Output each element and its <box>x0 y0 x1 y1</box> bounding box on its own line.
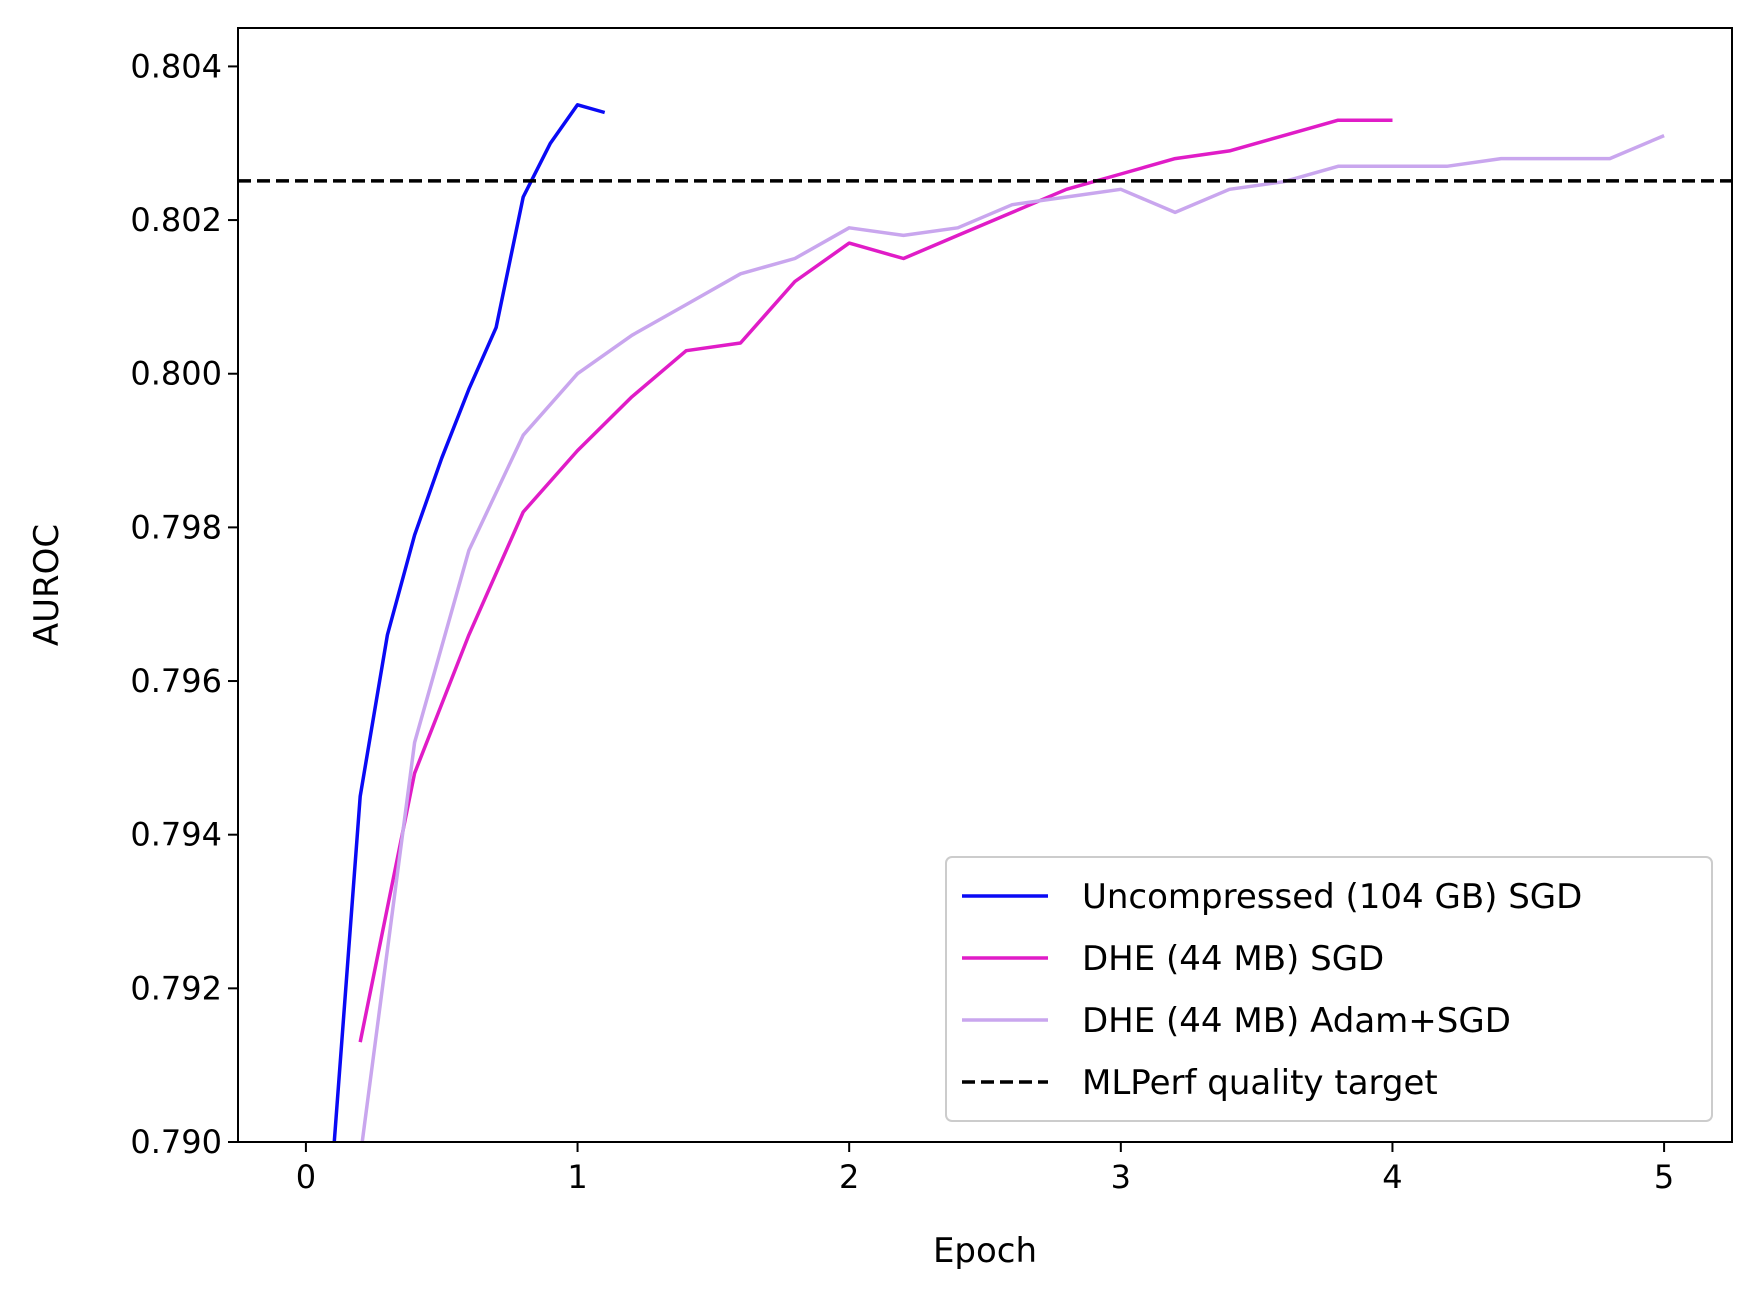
x-axis: 0 1 2 3 4 5 <box>296 1142 1674 1196</box>
x-tick-label: 2 <box>839 1158 859 1196</box>
x-tick-label: 0 <box>296 1158 316 1196</box>
y-tick-label: 0.804 <box>130 47 222 85</box>
series-line-dhe-44-mb-adam-sgd <box>360 133 1665 1142</box>
x-tick-label: 3 <box>1111 1158 1131 1196</box>
y-axis-label: AUROC <box>27 524 67 646</box>
x-axis-label: Epoch <box>933 1231 1037 1271</box>
legend-label-dhe-44-mb-sgd: DHE (44 MB) SGD <box>1082 939 1384 979</box>
y-tick-label: 0.790 <box>130 1123 222 1161</box>
x-tick-label: 4 <box>1382 1158 1402 1196</box>
y-tick-label: 0.800 <box>130 355 222 393</box>
y-tick-label: 0.794 <box>130 816 222 854</box>
y-tick-label: 0.802 <box>130 201 222 239</box>
y-tick-label: 0.796 <box>130 662 222 700</box>
y-tick-label: 0.792 <box>130 969 222 1007</box>
series-line-dhe-44-mb-sgd <box>358 118 1393 1043</box>
x-tick-label: 5 <box>1654 1158 1674 1196</box>
plot-frame <box>237 27 1733 1143</box>
legend-label-mlperf-quality-target: MLPerf quality target <box>1082 1063 1438 1103</box>
legend-label-uncompressed-104-gb-sgd: Uncompressed (104 GB) SGD <box>1082 877 1582 917</box>
legend-box <box>945 856 1713 1122</box>
legend-label-dhe-44-mb-adam-sgd: DHE (44 MB) Adam+SGD <box>1082 1001 1511 1041</box>
legend: Uncompressed (104 GB) SGD DHE (44 MB) SGD… <box>945 856 1713 1122</box>
y-tick-label: 0.798 <box>130 508 222 546</box>
series-line-uncompressed-104-gb-sgd <box>332 103 606 1142</box>
plot-area-series <box>238 103 1732 1142</box>
x-tick-label: 1 <box>567 1158 587 1196</box>
y-axis: 0.790 0.792 0.794 0.796 0.798 0.800 0.802 0.804 <box>130 47 238 1161</box>
